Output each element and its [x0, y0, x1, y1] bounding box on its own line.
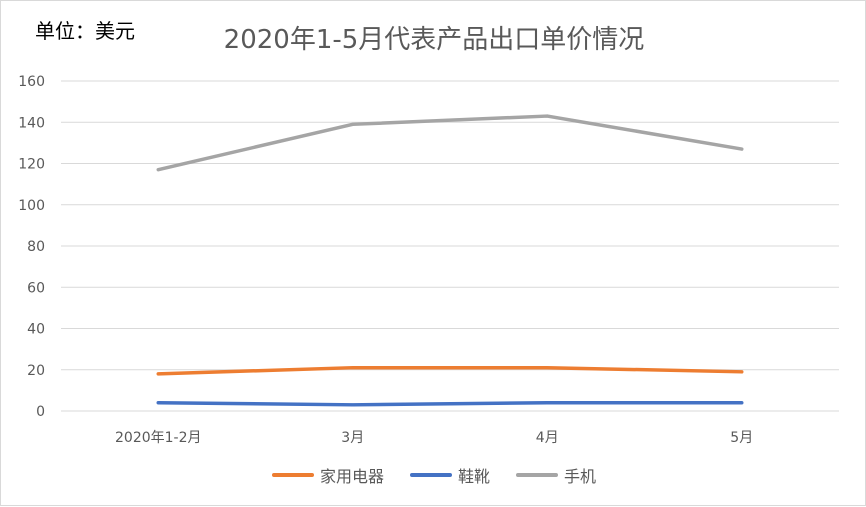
series-line-0: [156, 365, 744, 376]
x-tick-label: 4月: [536, 430, 559, 446]
x-tick-label: 3月: [341, 430, 364, 446]
y-tick-label: 40: [27, 322, 45, 338]
y-tick-label: 140: [18, 115, 45, 131]
legend-item: 家用电器: [271, 463, 384, 487]
y-tick-label: 120: [18, 157, 45, 173]
chart-title: 2020年1-5月代表产品出口单价情况: [223, 25, 645, 55]
legend-item: 手机: [516, 463, 596, 487]
y-tick-label: 80: [27, 239, 45, 255]
y-tick-label: 160: [18, 74, 45, 90]
series-lines: [156, 114, 744, 407]
legend-swatch: [409, 473, 452, 477]
series-line-1: [156, 401, 744, 407]
legend-label: 手机: [564, 467, 597, 486]
y-tick-label: 60: [27, 280, 45, 296]
y-tick-label: 20: [27, 363, 45, 379]
x-axis-ticks: 2020年1-2月 3月 4月 5月: [115, 430, 753, 446]
y-tick-label: 100: [18, 198, 45, 214]
unit-label: 单位：美元: [35, 19, 135, 43]
series-line-2: [156, 114, 744, 172]
legend-swatch: [516, 473, 558, 477]
legend-swatch: [271, 473, 314, 477]
x-tick-label: 5月: [730, 430, 753, 446]
legend-label: 家用电器: [319, 467, 384, 486]
x-tick-label: 2020年1-2月: [115, 430, 202, 446]
y-axis-ticks: 0 20 40 60 80 100 120 140 160: [18, 74, 45, 420]
y-tick-label: 0: [36, 404, 45, 420]
legend-label: 鞋靴: [457, 467, 490, 486]
gridlines: [61, 80, 839, 412]
legend: 家用电器 鞋靴 手机: [1, 463, 866, 487]
legend-item: 鞋靴: [409, 463, 490, 487]
